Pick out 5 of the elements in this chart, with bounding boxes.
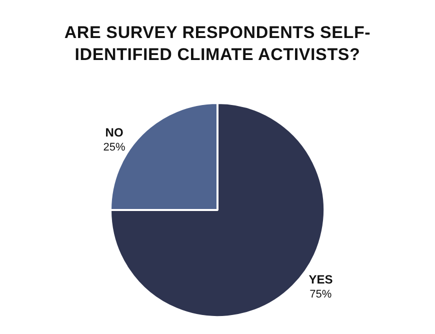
slice-label: NO xyxy=(105,125,124,140)
slice-label: YES xyxy=(308,272,333,287)
data-label: 75% xyxy=(310,288,332,301)
chart-title: ARE SURVEY RESPONDENTS SELF-IDENTIFIED CLIMATE ACTIVISTS? xyxy=(63,22,372,66)
data-label: 25% xyxy=(103,141,126,154)
